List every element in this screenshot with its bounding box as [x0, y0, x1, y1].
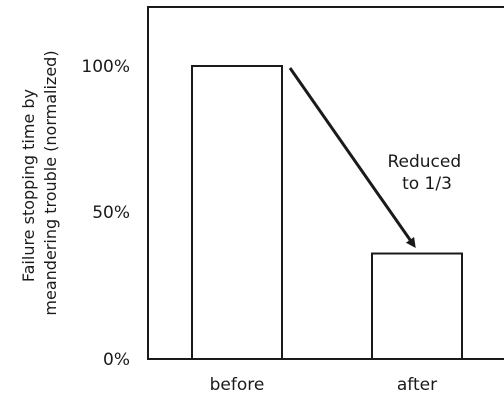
x-tick-label-before: before: [210, 375, 265, 395]
x-tick-label-after: after: [397, 375, 437, 395]
reduction-annotation: Reduced to 1/3: [387, 152, 466, 194]
bar-before: [192, 66, 282, 359]
y-axis-label: Failure stopping time by meandering trou…: [19, 50, 60, 315]
annotation-line-1: Reduced: [387, 152, 461, 172]
bar-after: [372, 254, 462, 359]
y-tick-label-50: 50%: [92, 203, 130, 223]
y-tick-label-0: 0%: [103, 350, 130, 370]
y-axis-label-line-1: Failure stopping time by: [19, 89, 38, 282]
y-axis-label-line-2: meandering trouble (normalized): [41, 50, 60, 315]
y-tick-label-100: 100%: [81, 57, 130, 77]
annotation-line-2: to 1/3: [402, 174, 452, 194]
